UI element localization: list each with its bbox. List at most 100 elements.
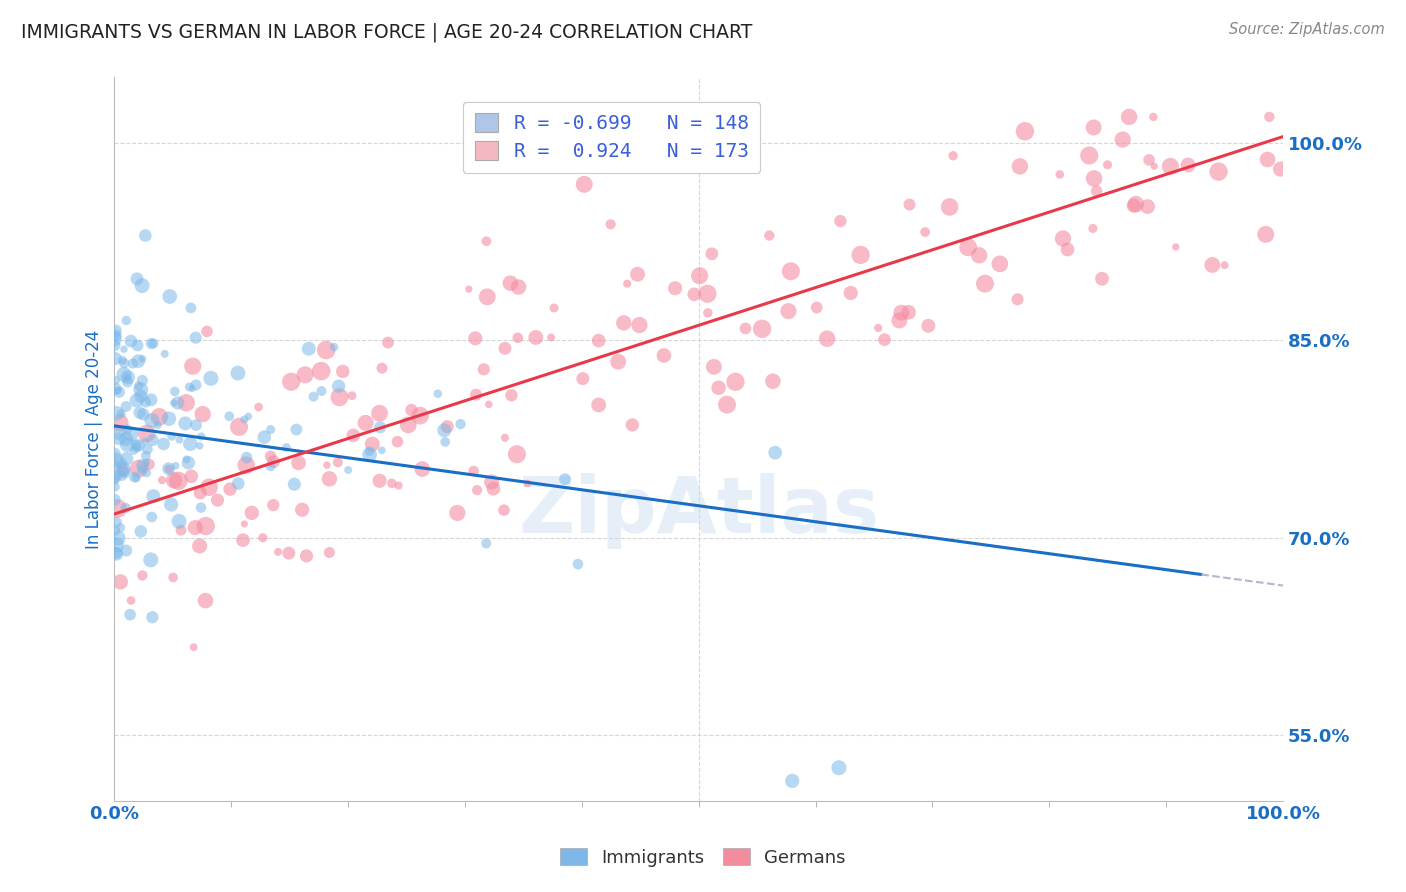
Point [463, 464, 485, 478]
Point [219, 482, 242, 496]
Point [626, 267, 648, 281]
Point [543, 301, 565, 315]
Point [779, 264, 801, 278]
Point [120, 607, 142, 622]
Point [988, 257, 1011, 271]
Point [1125, 197, 1147, 211]
Point [174, 396, 197, 410]
Point [125, 393, 148, 408]
Point [135, 449, 157, 463]
Point [177, 456, 200, 470]
Point [457, 282, 479, 296]
Point [368, 406, 391, 420]
Point [135, 395, 157, 409]
Point [332, 364, 354, 378]
Point [176, 452, 198, 467]
Point [190, 429, 212, 443]
Point [1137, 153, 1160, 167]
Point [117, 438, 139, 452]
Point [889, 313, 911, 327]
Point [1118, 110, 1140, 124]
Point [898, 197, 921, 211]
Point [259, 459, 281, 474]
Point [163, 473, 186, 487]
Point [1258, 110, 1281, 124]
Point [183, 640, 205, 655]
Point [868, 321, 890, 335]
Point [184, 378, 207, 392]
Point [318, 545, 340, 559]
Point [157, 462, 180, 476]
Point [873, 333, 896, 347]
Point [1159, 160, 1181, 174]
Point [107, 425, 129, 440]
Point [426, 386, 449, 401]
Point [131, 351, 153, 366]
Point [103, 474, 125, 488]
Point [291, 503, 314, 517]
Point [200, 371, 222, 385]
Point [165, 458, 187, 473]
Point [135, 426, 157, 441]
Point [235, 450, 257, 465]
Point [588, 398, 610, 412]
Point [120, 593, 142, 607]
Point [129, 389, 152, 403]
Point [180, 301, 202, 315]
Point [226, 366, 249, 380]
Point [342, 428, 364, 442]
Point [501, 388, 523, 402]
Point [141, 336, 163, 351]
Point [226, 476, 249, 491]
Point [124, 470, 146, 484]
Point [1142, 110, 1164, 124]
Point [328, 390, 350, 404]
Point [897, 305, 920, 319]
Point [194, 593, 217, 607]
Point [762, 374, 785, 388]
Point [267, 545, 290, 559]
Point [506, 331, 529, 345]
Point [115, 451, 138, 466]
Point [478, 397, 501, 411]
Point [136, 442, 159, 457]
Point [103, 338, 125, 352]
Point [179, 380, 201, 394]
Point [104, 480, 127, 494]
Point [120, 334, 142, 348]
Point [957, 240, 980, 254]
Point [238, 409, 260, 424]
Point [914, 225, 936, 239]
Point [117, 370, 139, 384]
Y-axis label: In Labor Force | Age 20-24: In Labor Force | Age 20-24 [86, 329, 103, 549]
Point [131, 568, 153, 582]
Point [142, 433, 165, 447]
Point [191, 407, 214, 421]
Point [323, 340, 346, 354]
Point [122, 356, 145, 370]
Point [228, 420, 250, 434]
Point [111, 468, 134, 483]
Point [105, 406, 128, 420]
Point [141, 610, 163, 624]
Point [465, 483, 488, 497]
Text: IMMIGRANTS VS GERMAN IN LABOR FORCE | AGE 20-24 CORRELATION CHART: IMMIGRANTS VS GERMAN IN LABOR FORCE | AG… [21, 22, 752, 42]
Point [516, 476, 538, 491]
Point [1164, 240, 1187, 254]
Point [326, 455, 349, 469]
Point [277, 546, 299, 560]
Point [128, 379, 150, 393]
Point [117, 370, 139, 384]
Point [703, 359, 725, 374]
Point [337, 463, 360, 477]
Point [700, 247, 723, 261]
Point [1056, 243, 1078, 257]
Point [433, 423, 456, 437]
Point [233, 516, 256, 531]
Point [294, 368, 316, 382]
Point [128, 461, 150, 475]
Point [128, 438, 150, 452]
Point [724, 375, 747, 389]
Point [942, 149, 965, 163]
Point [104, 470, 127, 484]
